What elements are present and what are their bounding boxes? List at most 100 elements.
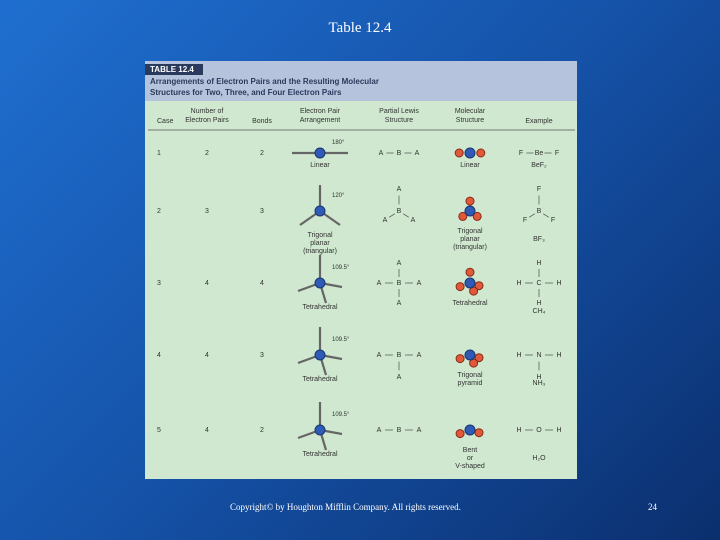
pairs: 4: [205, 352, 209, 359]
case: 4: [157, 352, 161, 359]
slide-title: Table 12.4: [328, 20, 392, 36]
case: 2: [157, 208, 161, 215]
ligand-atom: [474, 428, 484, 438]
ligand-atom: [465, 196, 475, 206]
lewis-center: B: [397, 208, 402, 215]
lewis-ligand: A: [411, 217, 416, 224]
column-header: Electron Pair Arrangement: [300, 108, 341, 124]
lewis-center: B: [397, 150, 402, 157]
example-formula: BF₃: [533, 236, 545, 243]
example-formula: CH₄: [533, 308, 546, 315]
example-ligand: H: [536, 374, 541, 381]
example-ligand: H: [516, 280, 521, 287]
example-center: B: [537, 208, 542, 215]
lewis-ligand: A: [415, 150, 420, 157]
column-header: Case: [157, 118, 173, 125]
lewis-ligand: A: [377, 427, 382, 434]
column-header: Molecular Structure: [455, 108, 486, 124]
ligand-atom: [474, 353, 484, 363]
lewis-ligand: A: [397, 374, 402, 381]
lewis-ligand: A: [383, 217, 388, 224]
pairs: 4: [205, 280, 209, 287]
lewis-ligand: A: [397, 186, 402, 193]
central-atom: [464, 349, 476, 361]
example-ligand: F: [551, 217, 555, 224]
caption-band: [145, 61, 577, 101]
case: 5: [157, 427, 161, 434]
ligand-atom: [455, 282, 465, 292]
structure: Tetrahedral: [452, 300, 487, 307]
arrangement: Tetrahedral: [302, 451, 337, 458]
example-center: N: [536, 352, 541, 359]
table-caption: Arrangements of Electron Pairs and the R…: [150, 77, 379, 97]
example-ligand: F: [523, 217, 527, 224]
lewis-ligand: A: [417, 280, 422, 287]
lewis-ligand: A: [379, 150, 384, 157]
caption-box: Arrangements of Electron Pairs and the R…: [150, 77, 379, 97]
pairs: 4: [205, 427, 209, 434]
ligand-atom: [474, 281, 484, 291]
example-ligand: H: [516, 352, 521, 359]
example-center: C: [536, 280, 541, 287]
example-ligand: H: [556, 280, 561, 287]
central-atom: [464, 205, 476, 217]
example-bond: [529, 213, 535, 218]
arrangement: Linear: [310, 162, 330, 169]
example-formula: BeF₂: [531, 162, 547, 169]
bonds: 2: [260, 427, 264, 434]
column-header: Partial Lewis Structure: [379, 108, 419, 124]
table-image: TABLE 12.4 Arrangements of Electron Pair…: [145, 61, 577, 479]
ligand-atom: [458, 211, 468, 221]
lewis-ligand: A: [397, 300, 402, 307]
pairs: 3: [205, 208, 209, 215]
bonds: 4: [260, 280, 264, 287]
central-atom: [464, 424, 476, 436]
structure: Bent or V-shaped: [455, 447, 485, 470]
central-atom: [464, 147, 476, 159]
bond-angle: 109.5°: [332, 337, 350, 343]
page-number: 24: [648, 502, 657, 512]
example-ligand: F: [519, 150, 523, 157]
central-atom: [314, 147, 326, 159]
bond-angle: 109.5°: [332, 412, 350, 418]
example-formula: H₂O: [532, 455, 546, 462]
lewis-bond: [389, 213, 395, 218]
arrangement: Tetrahedral: [302, 304, 337, 311]
bond-angle: 120°: [332, 193, 345, 199]
ligand-atom: [454, 148, 464, 158]
central-atom: [314, 349, 326, 361]
example-bond: [543, 213, 549, 218]
bonds: 2: [260, 150, 264, 157]
example-ligand: H: [556, 427, 561, 434]
lewis-center: B: [397, 427, 402, 434]
example-center: O: [536, 427, 542, 434]
lewis-ligand: A: [377, 352, 382, 359]
central-atom: [464, 277, 476, 289]
copyright: Copyright© by Houghton Mifflin Company. …: [230, 502, 461, 512]
example-ligand: H: [536, 300, 541, 307]
example-ligand: F: [555, 150, 559, 157]
case: 3: [157, 280, 161, 287]
ligand-atom: [455, 429, 465, 439]
structure: Linear: [460, 162, 480, 169]
lewis-ligand: A: [417, 352, 422, 359]
lewis-center: B: [397, 352, 402, 359]
example-formula: NH₃: [533, 380, 546, 387]
central-atom: [314, 205, 326, 217]
table-label: TABLE 12.4: [150, 65, 194, 74]
case: 1: [157, 150, 161, 157]
ligand-atom: [472, 211, 482, 221]
lewis-ligand: A: [417, 427, 422, 434]
lewis-center: B: [397, 280, 402, 287]
structure: Trigonal planar (triangular): [453, 228, 487, 251]
bonds: 3: [260, 352, 264, 359]
structure: Trigonal pyramid: [457, 372, 482, 387]
table-bg: [145, 61, 577, 479]
column-header: Example: [525, 118, 552, 125]
lewis-bond: [403, 213, 409, 218]
lewis-ligand: A: [397, 260, 402, 267]
ligand-atom: [465, 267, 475, 277]
column-header: Number of Electron Pairs: [185, 108, 229, 124]
label-box: [145, 64, 203, 75]
